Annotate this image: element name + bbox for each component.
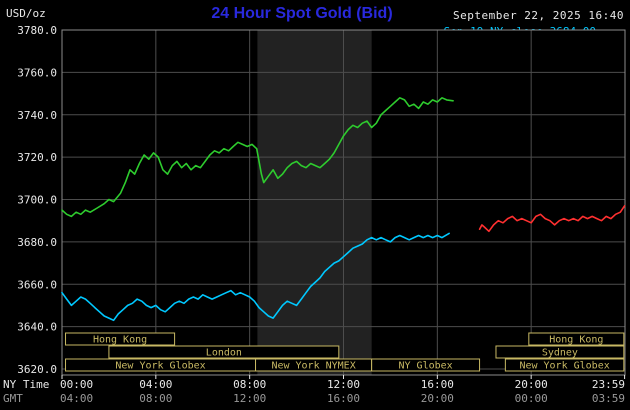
- series-line-sep22: [61, 97, 454, 218]
- session-box: [495, 345, 625, 359]
- svg-text:3780.0: 3780.0: [17, 24, 57, 37]
- svg-text:3680.0: 3680.0: [17, 236, 57, 249]
- svg-text:04:00: 04:00: [60, 392, 93, 405]
- svg-text:08:00: 08:00: [139, 392, 172, 405]
- session-box: [528, 332, 625, 346]
- ny-time-label: NY Time: [3, 378, 50, 391]
- svg-text:08:00: 08:00: [233, 378, 266, 391]
- chart-datetime: September 22, 2025 16:40: [453, 9, 624, 22]
- svg-text:3720.0: 3720.0: [17, 151, 57, 164]
- session-label: Hong Kong: [549, 335, 603, 346]
- gridlines: [62, 30, 625, 375]
- svg-text:03:59: 03:59: [592, 392, 625, 405]
- session-label: Sydney: [542, 348, 578, 359]
- session-label: Hong Kong: [93, 335, 147, 346]
- svg-text:12:00: 12:00: [233, 392, 266, 405]
- svg-text:12:00: 12:00: [327, 378, 360, 391]
- svg-text:3760.0: 3760.0: [17, 66, 57, 79]
- svg-text:3640.0: 3640.0: [17, 321, 57, 334]
- session-box: [108, 345, 340, 359]
- svg-text:16:00: 16:00: [421, 378, 454, 391]
- svg-text:20:00: 20:00: [421, 392, 454, 405]
- session-box: [504, 358, 625, 372]
- svg-text:04:00: 04:00: [139, 378, 172, 391]
- session-box: [65, 332, 176, 346]
- nymex-session-band: [257, 30, 372, 375]
- session-label: New York Globex: [519, 361, 609, 372]
- session-label: NY Globex: [399, 361, 453, 372]
- svg-text:16:00: 16:00: [327, 392, 360, 405]
- svg-text:23:59: 23:59: [592, 378, 625, 391]
- svg-text:3740.0: 3740.0: [17, 109, 57, 122]
- x-axis-labels-gmt: 04:00 08:00 12:00 16:00 20:00 00:00 03:59: [60, 392, 625, 405]
- x-tick-marks: [61, 375, 626, 379]
- svg-text:20:00: 20:00: [515, 378, 548, 391]
- y-axis-labels: 3780.0 3760.0 3740.0 3720.0 3700.0 3680.0 3660…: [17, 24, 57, 376]
- series-line-sep19: [61, 232, 450, 322]
- session-label: New York NYMEX: [271, 361, 355, 372]
- gmt-label: GMT: [3, 392, 23, 405]
- session-label: New York Globex: [115, 361, 205, 372]
- chart-title: 24 Hour Spot Gold (Bid): [211, 5, 393, 22]
- session-box: [371, 358, 481, 372]
- svg-text:3660.0: 3660.0: [17, 278, 57, 291]
- session-label: London: [206, 348, 242, 359]
- units-label: USD/oz: [6, 7, 46, 20]
- svg-text:00:00: 00:00: [60, 378, 93, 391]
- svg-text:3620.0: 3620.0: [17, 363, 57, 376]
- x-axis-labels-ny: 00:00 04:00 08:00 12:00 16:00 20:00 23:59: [60, 378, 625, 391]
- svg-text:00:00: 00:00: [515, 392, 548, 405]
- session-bars: Hong Kong Hong Kong London Sydney New York G…: [65, 332, 625, 372]
- series-line-sep21: [478, 205, 626, 233]
- svg-text:3700.0: 3700.0: [17, 194, 57, 207]
